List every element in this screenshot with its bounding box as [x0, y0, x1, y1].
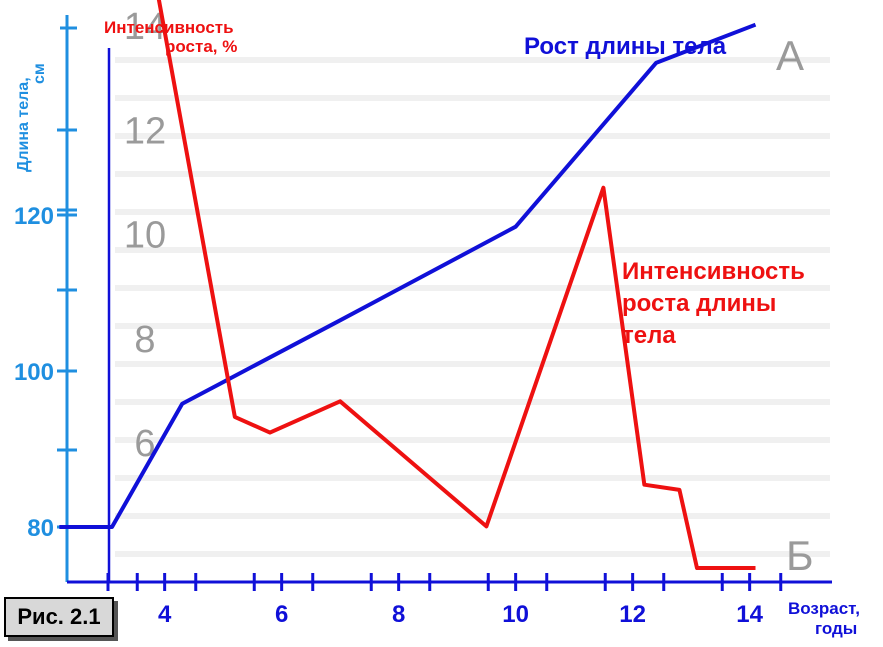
y-left-tick-label: 120	[14, 203, 54, 230]
curve-end-label-b: Б	[786, 532, 814, 579]
series-line-body-length	[59, 22, 757, 529]
y-axis-right-label-line1: Интенсивность	[104, 18, 234, 37]
y-left-tick-label: 80	[27, 515, 54, 542]
x-tick-label: 10	[502, 601, 529, 628]
x-tick-label: 8	[392, 601, 405, 628]
figure-caption: Рис. 2.1	[4, 597, 114, 637]
x-tick-label: 6	[275, 601, 288, 628]
x-tick-label: 12	[619, 601, 646, 628]
x-tick-label: 14	[736, 601, 763, 628]
series-label-body-length: Рост длины тела	[524, 33, 727, 60]
y-left-tick-label: 100	[14, 359, 54, 386]
curve-end-label-a: А	[776, 32, 804, 79]
y-right-tick-label: 14	[124, 6, 166, 48]
series-label-intensity-line2: роста длины	[622, 290, 776, 317]
x-axis-label-line1: Возраст,	[788, 599, 860, 618]
series-line-growth-intensity	[156, 0, 756, 571]
y-axis-left-label-line1: Длина тела,	[15, 77, 32, 172]
series-label-intensity-line3: тела	[622, 322, 676, 349]
y-right-tick-label: 12	[124, 110, 166, 152]
y-axis-left-ticks: 80100120180	[14, 128, 77, 542]
y-right-tick-label: 10	[124, 215, 166, 257]
series-label-intensity-line1: Интенсивность	[622, 258, 805, 285]
x-tick-label: 4	[158, 601, 172, 628]
y-axis-right-ticks: 6810121416	[124, 6, 166, 465]
y-axis-left-label-line2: см	[31, 63, 48, 84]
y-right-tick-label: 8	[134, 319, 155, 361]
y-axis-right-label-line2: роста, %	[165, 37, 237, 56]
y-right-tick-label: 6	[134, 423, 155, 465]
x-axis-label-line2: годы	[815, 619, 857, 638]
x-axis-ticks: 4 6 8 10 12 14	[106, 573, 783, 628]
